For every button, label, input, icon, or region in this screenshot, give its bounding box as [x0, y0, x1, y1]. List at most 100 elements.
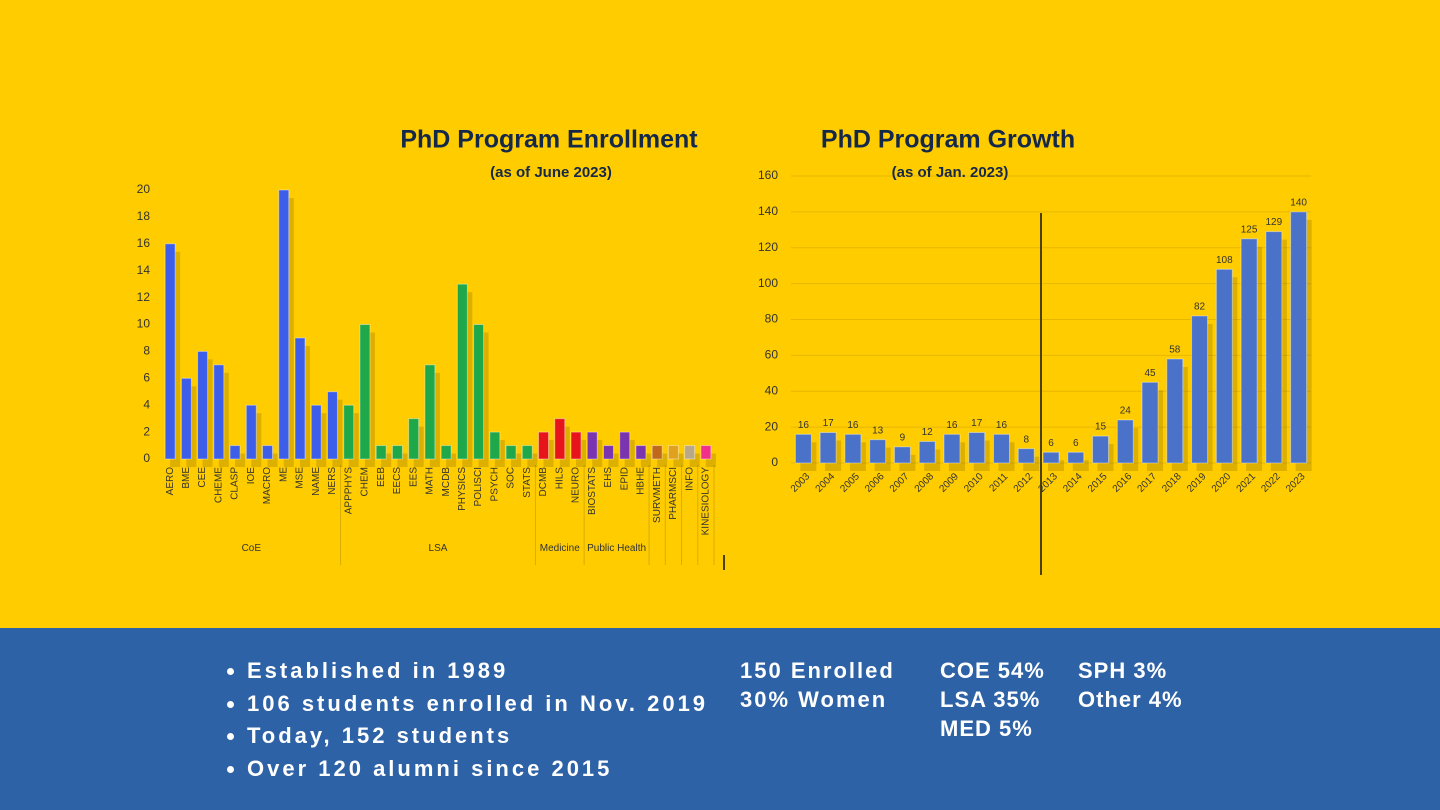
bar	[819, 432, 837, 464]
x-tick-label: SOC	[506, 467, 517, 489]
x-tick-label: EPID	[619, 467, 630, 490]
x-tick-label: 2016	[1111, 471, 1135, 495]
bar	[1166, 358, 1184, 464]
bar	[667, 445, 679, 460]
bar-shadow	[608, 453, 619, 467]
bar-shadow	[267, 453, 278, 467]
x-tick-label: NERS	[327, 467, 338, 495]
y-tick-label: 6	[143, 370, 150, 384]
y-tick-label: 16	[137, 236, 151, 250]
value-label: 58	[1169, 345, 1181, 356]
bar-shadow	[673, 453, 684, 467]
x-tick-label: BIOSTATS	[587, 467, 598, 515]
x-tick-label: HBHE	[636, 467, 647, 495]
group-label: CoE	[241, 542, 262, 554]
y-tick-label: 12	[137, 290, 151, 304]
bar	[554, 418, 566, 460]
x-tick-label: CHEME	[213, 467, 224, 503]
x-tick-label: CHEM	[360, 467, 371, 496]
bar-shadow	[511, 453, 522, 467]
bar	[408, 418, 420, 460]
group-label: Public Health	[587, 542, 647, 554]
y-tick-label: 40	[765, 383, 779, 397]
x-tick-label: 2019	[1185, 471, 1209, 495]
bar-shadow	[657, 453, 668, 467]
y-tick-label: 18	[137, 209, 151, 223]
x-tick-label: POLISCI	[473, 467, 484, 506]
bar	[164, 243, 176, 460]
bar	[1290, 211, 1308, 464]
value-label: 17	[823, 418, 835, 429]
bar	[1067, 451, 1085, 464]
x-tick-label: MACRO	[262, 467, 273, 504]
x-tick-label: MCDB	[441, 467, 452, 497]
bar	[359, 324, 371, 460]
x-tick-label: INFO	[684, 467, 695, 491]
value-label: 45	[1144, 368, 1156, 379]
bar	[1265, 231, 1283, 464]
y-tick-label: 20	[137, 182, 151, 196]
x-tick-label: DCMB	[538, 467, 549, 497]
value-label: 6	[1073, 438, 1079, 449]
y-tick-label: 0	[771, 455, 778, 469]
bullet-item: 106 students enrolled in Nov. 2019	[226, 689, 708, 719]
x-tick-label: PHYSICS	[457, 467, 468, 511]
y-tick-label: 80	[765, 312, 779, 326]
x-tick-label: 2004	[814, 471, 838, 495]
y-tick-label: 14	[137, 263, 151, 277]
value-label: 125	[1241, 224, 1258, 235]
x-tick-label: APPPHYS	[343, 467, 354, 515]
y-tick-label: 4	[143, 397, 150, 411]
bar	[375, 445, 387, 460]
bar	[619, 431, 631, 460]
x-tick-label: 2017	[1136, 471, 1160, 495]
bar	[489, 431, 501, 460]
x-tick-label: 2005	[838, 471, 862, 495]
breakdown-stat: MED 5%	[940, 716, 1033, 741]
x-tick-label: 2012	[1012, 471, 1036, 495]
x-tick-label: 2009	[937, 471, 961, 495]
value-label: 9	[900, 432, 906, 443]
value-label: 16	[847, 420, 859, 431]
bar	[473, 324, 485, 460]
x-tick-label: KINESIOLOGY	[701, 467, 712, 536]
breakdown-stat: LSA 35%	[940, 687, 1041, 712]
bar	[570, 431, 582, 460]
bar	[1191, 315, 1209, 464]
y-tick-label: 0	[143, 451, 150, 465]
bar	[391, 445, 403, 460]
x-tick-label: 2021	[1235, 471, 1259, 495]
x-tick-label: 2007	[888, 471, 912, 495]
x-tick-label: STATS	[522, 467, 533, 498]
chart-title: PhD Program Enrollment	[400, 126, 698, 154]
bar	[893, 446, 911, 464]
bar-shadow	[397, 453, 408, 467]
bar	[992, 433, 1010, 464]
bar	[1116, 419, 1134, 464]
x-tick-label: EHS	[603, 467, 614, 488]
bar	[869, 439, 887, 464]
x-tick-label: NEURO	[571, 467, 582, 503]
value-label: 140	[1290, 198, 1307, 209]
bar	[213, 364, 225, 460]
bar	[278, 189, 290, 460]
y-tick-label: 20	[765, 419, 779, 433]
bullet-item: Over 120 alumni since 2015	[226, 754, 612, 784]
bar	[943, 433, 961, 464]
bar-shadow	[381, 453, 392, 467]
value-label: 15	[1095, 422, 1107, 433]
bar	[294, 337, 306, 460]
x-tick-label: 2023	[1284, 471, 1308, 495]
x-tick-label: 2011	[987, 471, 1010, 494]
bullet-item: Established in 1989	[226, 656, 508, 686]
bar	[1240, 238, 1258, 464]
x-tick-label: IOE	[246, 467, 257, 485]
bar	[1042, 451, 1060, 464]
bar	[700, 445, 712, 460]
value-label: 82	[1194, 302, 1206, 313]
chart-title: PhD Program Growth	[821, 126, 1075, 154]
value-label: 129	[1266, 217, 1283, 228]
group-label: LSA	[428, 542, 448, 554]
bar-shadow	[705, 453, 716, 467]
